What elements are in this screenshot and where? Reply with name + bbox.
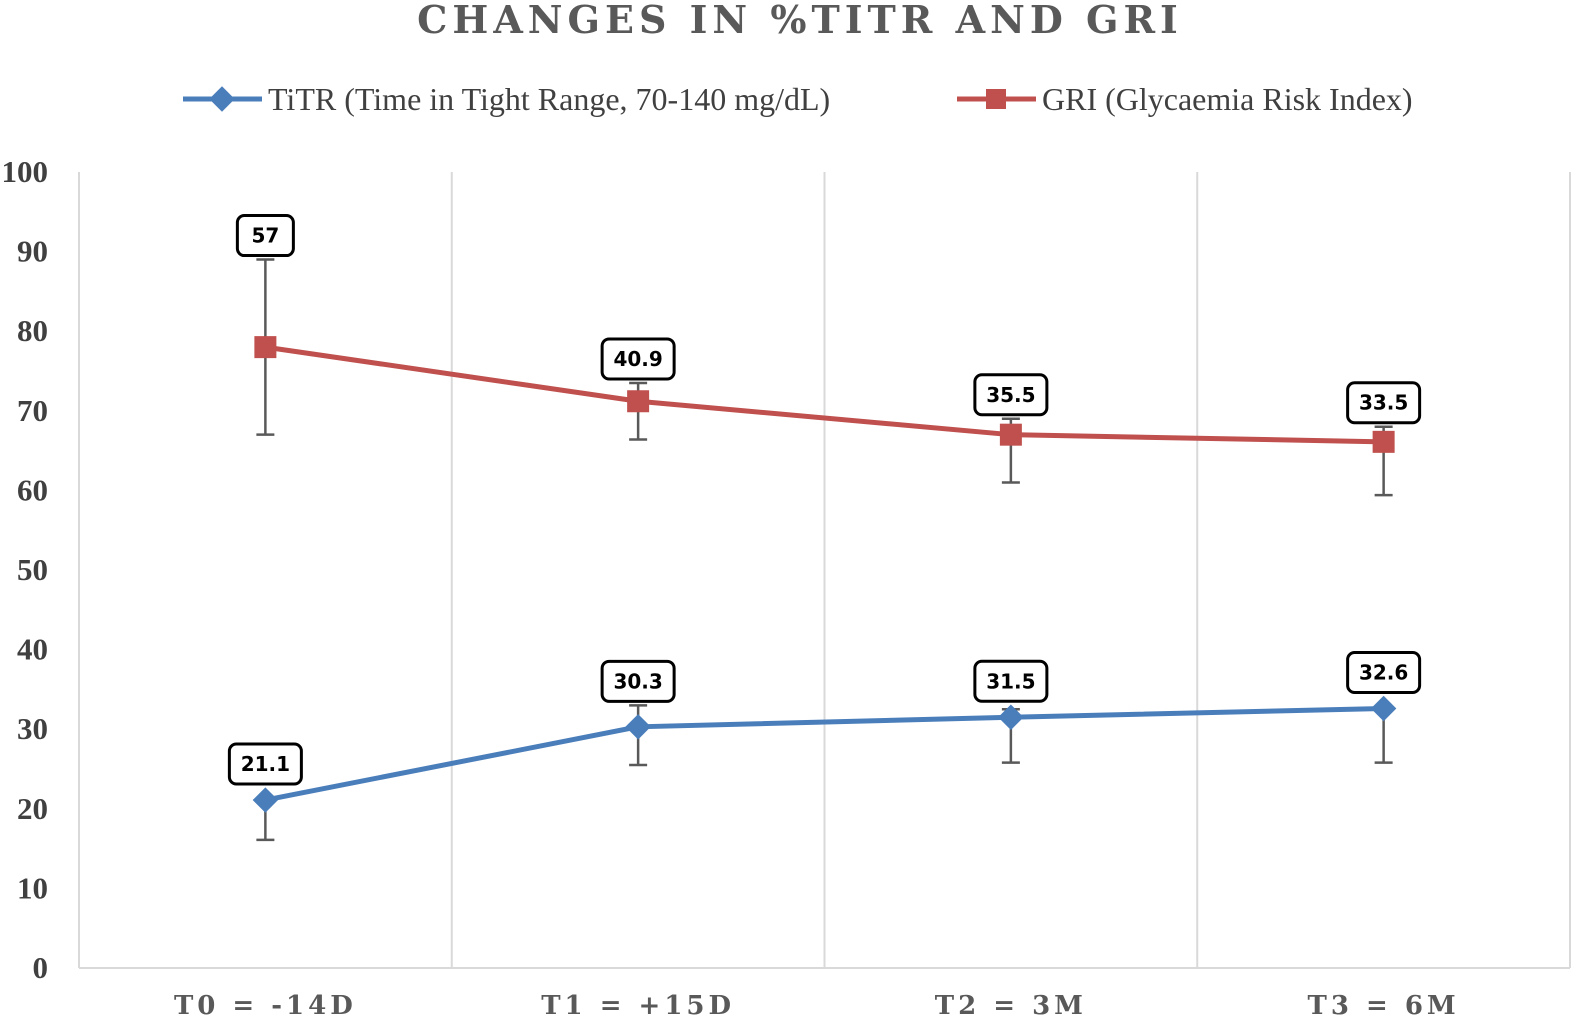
data-point-diamond xyxy=(625,714,651,740)
data-label: 21.1 xyxy=(241,752,290,776)
legend-label-gri: GRI (Glycaemia Risk Index) xyxy=(1042,81,1413,117)
x-tick-label: T2 = 3M xyxy=(935,991,1087,1016)
legend: TiTR (Time in Tight Range, 70-140 mg/dL)… xyxy=(183,81,1413,117)
gridlines xyxy=(78,172,1571,968)
data-point-square xyxy=(254,336,277,359)
data-point-square xyxy=(999,423,1022,446)
data-label: 31.5 xyxy=(986,669,1035,693)
plot-area: 21.1 30.3 31.5 32.6 57 40.9 35.5 33.5 xyxy=(227,214,1422,842)
data-point-diamond xyxy=(998,704,1024,730)
data-point-diamond xyxy=(252,787,279,813)
y-tick-label: 90 xyxy=(17,234,48,269)
legend-marker-titr xyxy=(209,86,235,112)
data-label-box xyxy=(1346,381,1422,425)
y-tick-label: 20 xyxy=(17,791,48,826)
series-line xyxy=(264,706,1384,803)
y-tick-label: 60 xyxy=(17,472,48,507)
data-label: 40.9 xyxy=(613,347,662,371)
legend-entry-titr: TiTR (Time in Tight Range, 70-140 mg/dL) xyxy=(183,81,830,117)
y-tick-label: 80 xyxy=(17,313,48,348)
data-label-box xyxy=(1346,651,1422,695)
y-tick-label: 70 xyxy=(17,393,48,428)
series-titr: 21.1 30.3 31.5 32.6 xyxy=(227,651,1422,842)
legend-entry-gri: GRI (Glycaemia Risk Index) xyxy=(957,81,1413,117)
data-label: 35.5 xyxy=(986,383,1035,407)
data-label-box xyxy=(973,373,1049,417)
data-label-box xyxy=(600,659,676,703)
y-tick-label: 40 xyxy=(17,632,48,667)
data-label-box xyxy=(973,659,1049,703)
axes: 0 10 20 30 40 50 60 70 80 90 100 T0 = -14D T1 = +15D… xyxy=(2,154,1570,1016)
y-tick-label: 10 xyxy=(17,870,48,905)
data-label-box xyxy=(227,742,303,786)
data-label: 57 xyxy=(251,224,279,248)
y-tick-label: 0 xyxy=(33,950,49,985)
series-gri: 57 40.9 35.5 33.5 xyxy=(235,214,1422,497)
data-point-square xyxy=(1372,430,1395,453)
data-label: 32.6 xyxy=(1359,661,1408,685)
y-tick-label: 100 xyxy=(2,154,49,189)
data-label: 33.5 xyxy=(1359,391,1408,415)
y-tick-label: 30 xyxy=(17,711,48,746)
data-point-diamond xyxy=(1370,695,1397,722)
x-tick-label: T3 = 6M xyxy=(1308,991,1460,1016)
x-tick-label: T1 = +15D xyxy=(541,991,735,1016)
chart-title: CHANGES IN %TITR AND GRI xyxy=(417,0,1183,42)
y-tick-label: 50 xyxy=(17,552,48,587)
data-point-square xyxy=(627,390,650,413)
legend-label-titr: TiTR (Time in Tight Range, 70-140 mg/dL) xyxy=(268,81,830,117)
data-label-box xyxy=(600,337,676,381)
legend-marker-gri xyxy=(986,89,1006,109)
series-line xyxy=(265,344,1384,445)
data-label: 30.3 xyxy=(613,669,662,693)
data-label-box xyxy=(235,214,295,258)
x-tick-label: T0 = -14D xyxy=(174,991,357,1016)
